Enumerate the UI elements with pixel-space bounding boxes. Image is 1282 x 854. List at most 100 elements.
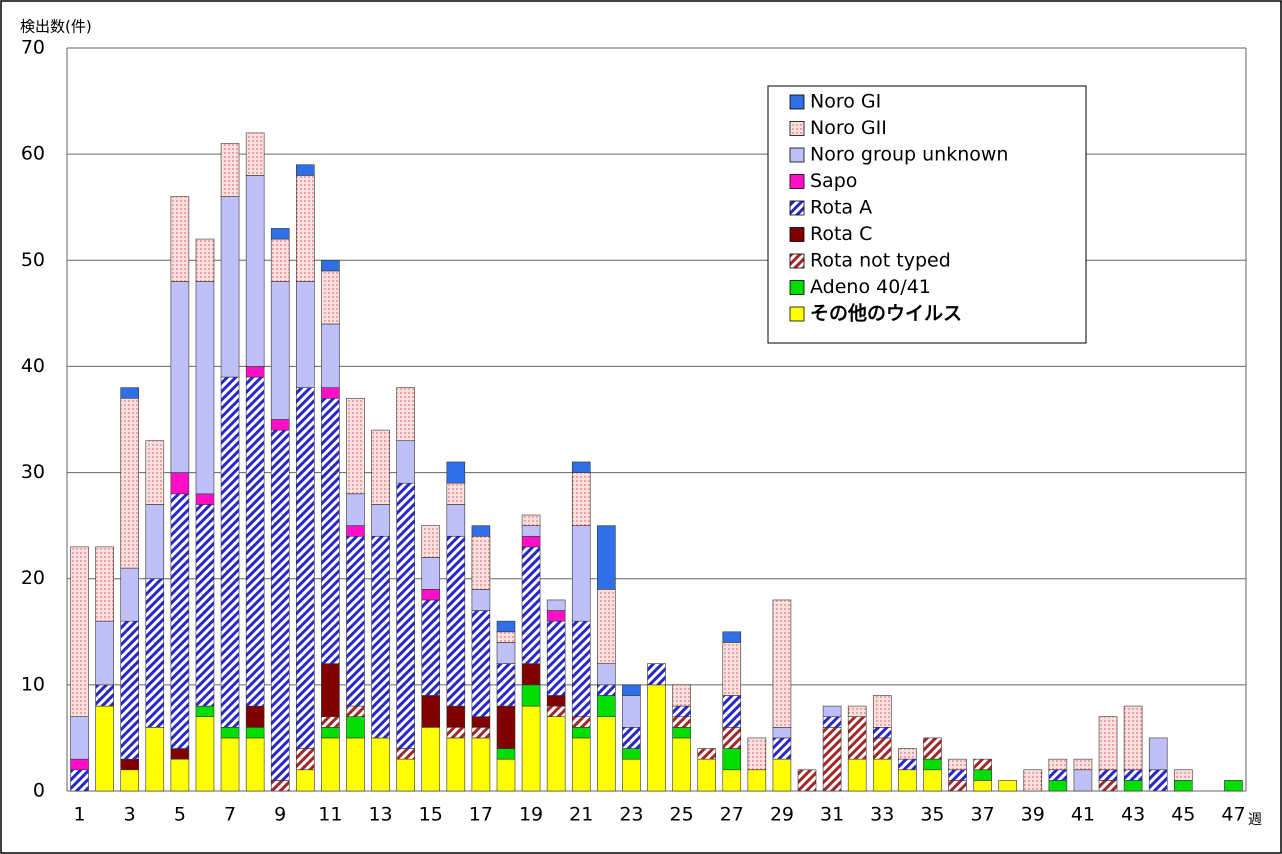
bar-segment <box>145 727 165 792</box>
bar-segment <box>270 429 290 781</box>
x-axis-title: 週 <box>1248 812 1262 828</box>
bar-segment <box>1123 780 1143 792</box>
bar-segment <box>371 737 390 792</box>
bar-segment <box>270 419 290 431</box>
bar-segment <box>546 705 566 717</box>
bar-segment <box>245 737 265 792</box>
bar-segment <box>120 397 140 569</box>
bar-segment <box>496 758 516 792</box>
x-tick-label: 37 <box>971 804 995 826</box>
bar-segment <box>245 132 265 176</box>
bar-segment <box>421 525 441 558</box>
bar-segment <box>471 727 491 739</box>
bar-segment <box>70 758 89 771</box>
bar-segment <box>496 631 516 643</box>
bar-segment <box>872 695 892 728</box>
bar-segment <box>722 769 742 792</box>
x-tick-label: 47 <box>1221 804 1245 826</box>
bar-segment <box>872 758 892 792</box>
bar-segment <box>772 727 792 739</box>
bar-segment <box>120 567 140 622</box>
bar-segment <box>898 758 917 771</box>
bar-segment <box>195 716 215 792</box>
bar-segment <box>195 504 215 707</box>
legend-swatch <box>789 174 805 189</box>
bar-segment <box>421 589 441 601</box>
bar-segment <box>245 366 265 378</box>
bar-segment <box>421 557 441 590</box>
legend-label: Adeno 40/41 <box>810 276 931 298</box>
bar-segment <box>195 238 215 282</box>
bar-segment <box>70 716 89 760</box>
legend-swatch <box>789 253 805 269</box>
legend-swatch <box>789 94 805 110</box>
bar-segment <box>672 705 691 717</box>
bar-segment <box>195 493 215 505</box>
bar-segment <box>1173 769 1193 781</box>
legend-label: Noro group unknown <box>810 144 1008 166</box>
x-tick-label: 15 <box>419 804 443 826</box>
bar-segment <box>998 780 1017 792</box>
bar-segment <box>571 461 591 473</box>
bar-segment <box>521 684 541 707</box>
bar-segment <box>722 631 742 643</box>
bar-segment <box>220 737 240 792</box>
bar-segment <box>396 748 415 760</box>
bar-segment <box>396 482 415 749</box>
bar-segment <box>346 525 365 537</box>
legend-label: Rota not typed <box>810 250 951 272</box>
x-tick-label: 3 <box>124 804 136 826</box>
bar-segment <box>622 695 641 728</box>
x-tick-label: 27 <box>720 804 744 826</box>
bar-segment <box>346 535 365 707</box>
bar-segment <box>546 610 566 622</box>
x-tick-label: 21 <box>569 804 593 826</box>
bar-segment <box>296 748 315 771</box>
bar-segment <box>1148 737 1168 771</box>
bar-segment <box>446 737 466 792</box>
bar-segment <box>120 769 140 792</box>
bar-segment <box>546 620 566 696</box>
bar-segment <box>421 727 441 792</box>
legend-label: Rota A <box>810 197 872 219</box>
legend-swatch <box>789 200 805 216</box>
bar-segment <box>521 705 541 792</box>
y-tick-label: 70 <box>21 37 45 59</box>
bar-segment <box>321 737 340 792</box>
bar-segment <box>321 397 340 664</box>
x-tick-label: 19 <box>519 804 543 826</box>
bar-segment <box>346 737 365 792</box>
x-tick-label: 31 <box>820 804 844 826</box>
bar-segment <box>1098 780 1118 792</box>
bar-segment <box>446 461 466 484</box>
bar-segment <box>571 472 591 526</box>
bar-segment <box>1048 769 1068 781</box>
bar-segment <box>847 716 867 760</box>
x-tick-label: 29 <box>770 804 794 826</box>
bar-segment <box>321 727 340 739</box>
bar-segment <box>496 620 516 633</box>
bar-segment <box>1073 758 1093 771</box>
bar-segment <box>496 705 516 749</box>
bar-segment <box>521 535 541 548</box>
bar-segment <box>296 175 315 282</box>
bar-segment <box>471 716 491 728</box>
bar-segment <box>672 727 691 739</box>
bar-segment <box>270 780 290 792</box>
legend-swatch <box>789 147 805 163</box>
bar-segment <box>296 387 315 749</box>
bar-segment <box>471 525 491 537</box>
bar-segment <box>245 727 265 739</box>
bar-segment <box>647 684 666 792</box>
bar-segment <box>747 769 767 792</box>
legend-label: Sapo <box>810 170 857 192</box>
y-tick-label: 50 <box>21 249 45 271</box>
y-tick-label: 10 <box>21 673 45 695</box>
bar-segment <box>1023 769 1043 792</box>
bar-segment <box>145 578 165 728</box>
legend-box <box>767 85 1087 344</box>
bar-segment <box>270 228 290 240</box>
bar-segment <box>120 758 140 771</box>
bar-segment <box>471 610 491 717</box>
bar-segment <box>1173 780 1193 792</box>
